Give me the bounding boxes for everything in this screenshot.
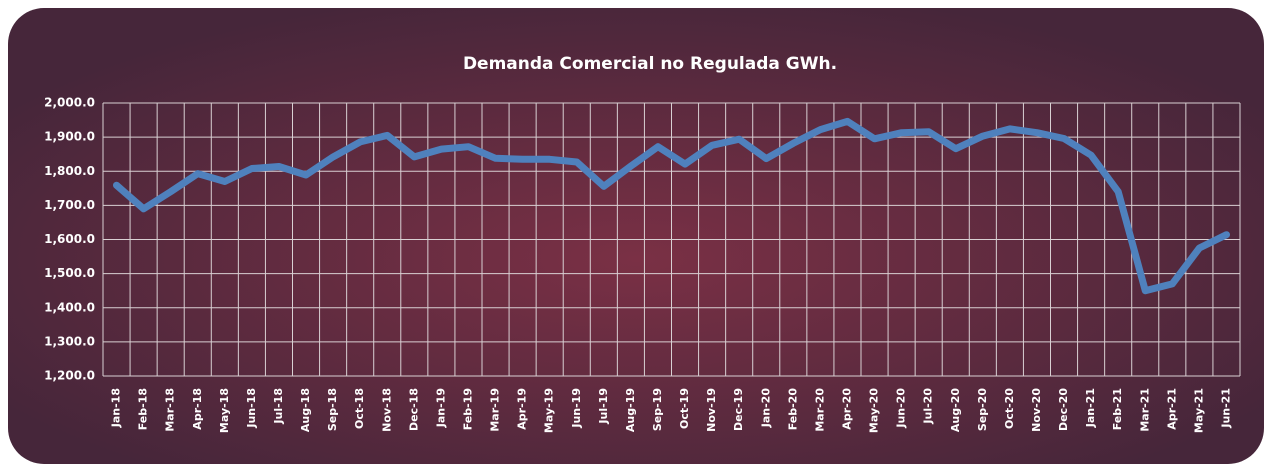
y-tick-label: 1,200.0	[44, 369, 95, 383]
x-tick-label: Oct-20	[1003, 388, 1016, 429]
x-tick-label: Jul-19	[597, 388, 610, 425]
y-tick-label: 1,700.0	[44, 198, 95, 212]
x-tick-label: Feb-19	[461, 388, 474, 430]
x-tick-label: Feb-20	[786, 388, 799, 431]
x-tick-label: Apr-21	[1165, 388, 1178, 430]
y-tick-label: 1,900.0	[44, 130, 95, 144]
x-tick-label: Dec-19	[732, 388, 745, 431]
x-tick-label: Apr-20	[840, 388, 853, 430]
x-tick-label: Mar-19	[489, 388, 502, 432]
x-tick-label: May-20	[868, 388, 881, 433]
x-tick-label: Aug-18	[299, 388, 312, 432]
x-tick-label: Sep-18	[326, 388, 339, 431]
x-tick-label: Nov-19	[705, 388, 718, 432]
x-tick-label: Dec-18	[407, 388, 420, 431]
x-tick-label: Jan-18	[110, 388, 123, 428]
chart-title: Demanda Comercial no Regulada GWh.	[463, 54, 837, 74]
x-tick-label: Apr-18	[191, 388, 204, 430]
x-tick-label: Jul-20	[922, 388, 935, 425]
x-tick-label: May-19	[543, 388, 556, 433]
x-tick-label: Sep-19	[651, 388, 664, 431]
x-tick-label: Mar-18	[164, 388, 177, 432]
x-tick-label: Oct-18	[353, 388, 366, 429]
y-tick-label: 2,000.0	[44, 96, 95, 110]
background	[8, 8, 1264, 464]
x-tick-label: May-18	[218, 388, 231, 433]
x-tick-label: Dec-20	[1057, 388, 1070, 431]
x-tick-label: Jan-19	[434, 388, 447, 428]
y-tick-label: 1,600.0	[44, 232, 95, 246]
x-tick-label: Sep-20	[976, 388, 989, 431]
y-tick-label: 1,300.0	[44, 334, 95, 348]
y-tick-label: 1,400.0	[44, 300, 95, 314]
x-tick-label: Jun-21	[1219, 388, 1232, 429]
y-tick-label: 1,800.0	[44, 164, 95, 178]
x-tick-label: Jan-21	[1084, 388, 1097, 428]
x-tick-label: Feb-21	[1111, 388, 1124, 430]
x-tick-label: Mar-21	[1138, 388, 1151, 432]
data-line	[113, 117, 1230, 295]
x-tick-label: Jun-19	[570, 388, 583, 429]
x-tick-label: Nov-20	[1030, 388, 1043, 432]
x-tick-label: Feb-18	[137, 388, 150, 430]
x-tick-label: Jun-20	[895, 388, 908, 429]
x-tick-label: Jun-18	[245, 388, 258, 429]
x-tick-label: May-21	[1192, 388, 1205, 433]
x-tick-label: Aug-19	[624, 388, 637, 432]
x-tick-label: Jul-18	[272, 388, 285, 425]
x-tick-label: Mar-20	[813, 388, 826, 432]
x-tick-label: Oct-19	[678, 388, 691, 429]
y-tick-label: 1,500.0	[44, 266, 95, 280]
x-tick-label: Nov-18	[380, 388, 393, 432]
x-tick-label: Jan-20	[759, 388, 772, 429]
x-tick-label: Aug-20	[949, 388, 962, 432]
x-tick-label: Apr-19	[516, 388, 529, 430]
